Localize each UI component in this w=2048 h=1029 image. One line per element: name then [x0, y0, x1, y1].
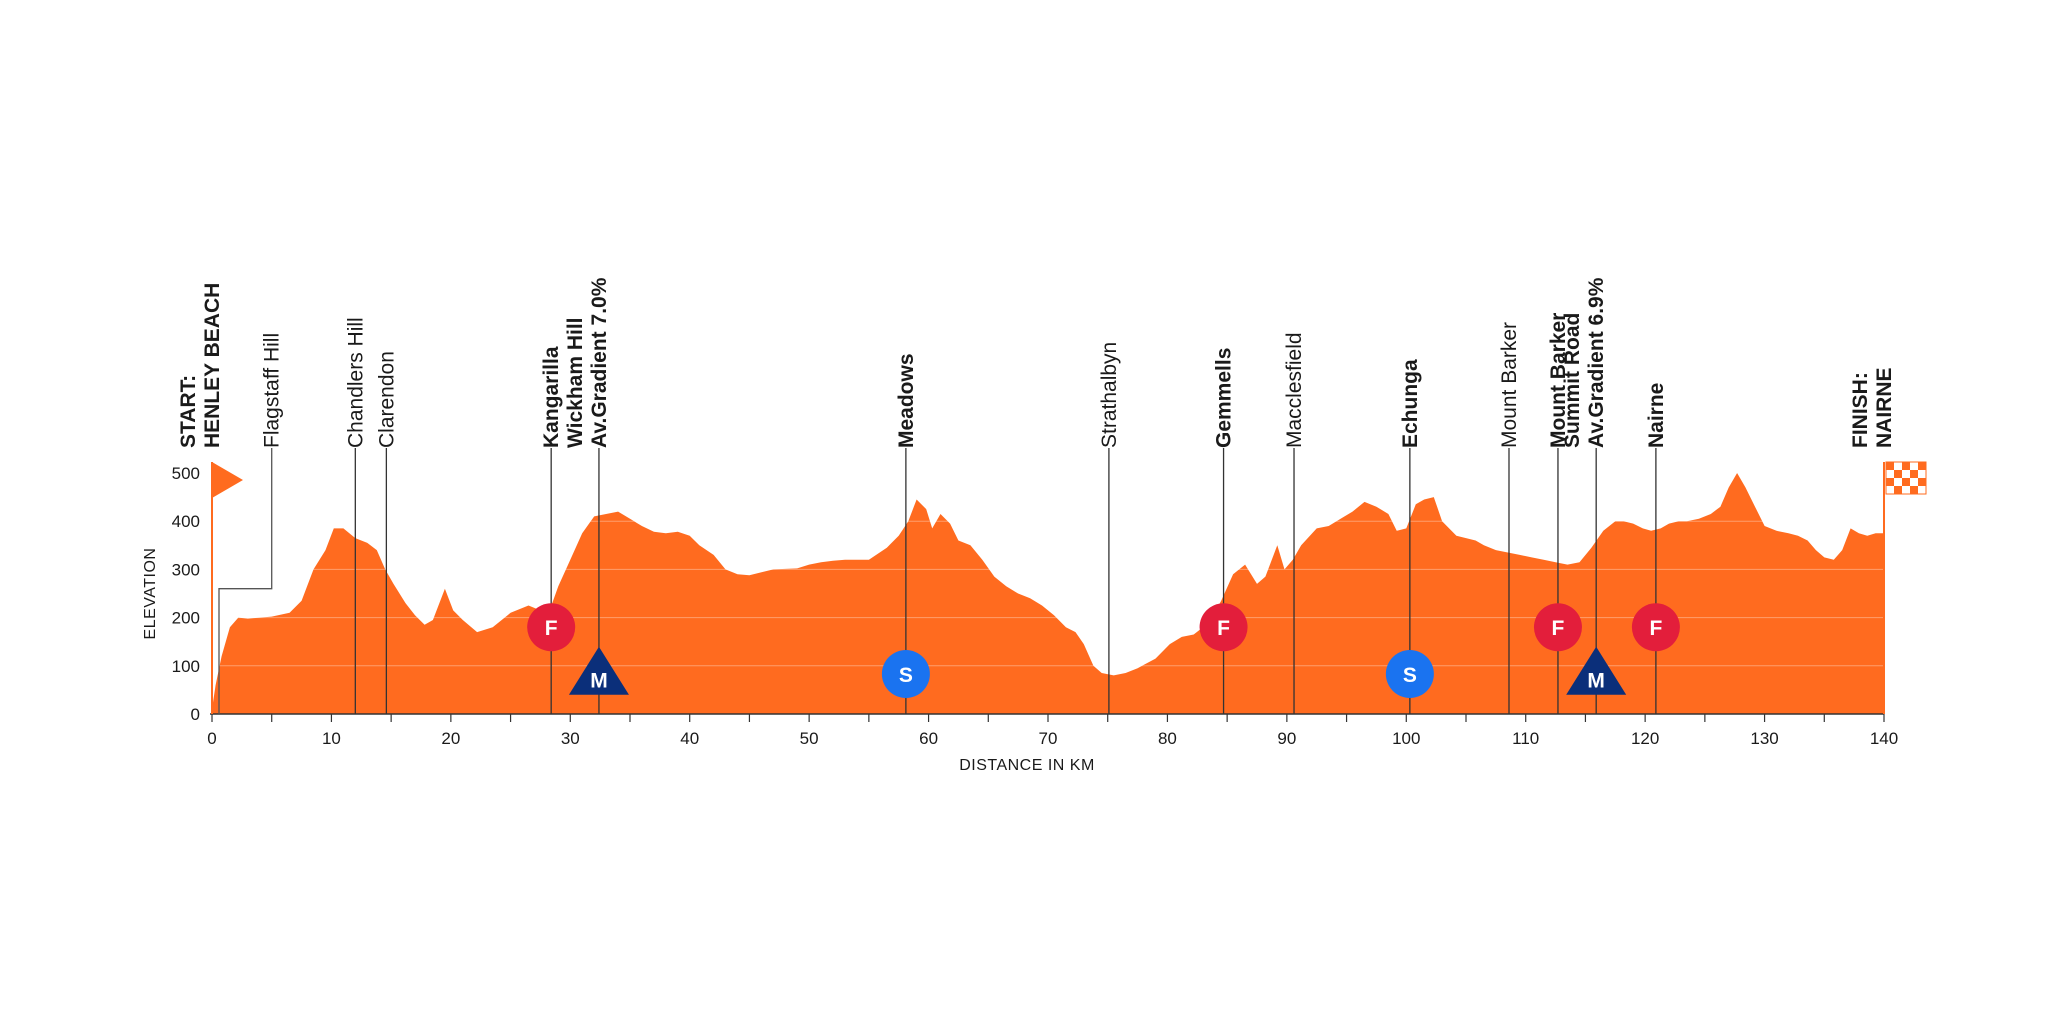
place-label: Meadows	[895, 353, 918, 448]
feed-zone-marker-icon	[1533, 603, 1582, 652]
sprint-marker-icon	[881, 649, 930, 698]
mountain-marker-icon	[1566, 646, 1627, 695]
place-label: Macclesfield	[1283, 332, 1306, 448]
finish-flag-square	[1894, 470, 1902, 478]
y-tick-label: 200	[172, 609, 200, 628]
y-tick-label: 0	[191, 705, 200, 724]
place-label: Mount Barker	[1547, 313, 1570, 448]
x-tick-label: 120	[1631, 729, 1659, 748]
place-label: Nairne	[1645, 383, 1668, 448]
y-tick-label: 100	[172, 657, 200, 676]
x-tick-label: 30	[561, 729, 580, 748]
x-tick-label: 140	[1870, 729, 1898, 748]
place-label: Echunga	[1399, 359, 1422, 448]
place-label: Mount Barker	[1498, 322, 1521, 448]
feed-zone-marker-label: F	[545, 617, 558, 640]
finish-flag-square	[1918, 462, 1926, 470]
place-label: Av.Gradient 7.0%	[588, 277, 611, 448]
place-label: Clarendon	[375, 351, 398, 448]
x-tick-label: 60	[919, 729, 938, 748]
x-tick-label: 90	[1277, 729, 1296, 748]
x-tick-label: 10	[322, 729, 341, 748]
place-label: FINISH:	[1849, 372, 1872, 448]
x-tick-label: 40	[680, 729, 699, 748]
x-tick-label: 0	[207, 729, 216, 748]
finish-flag-square	[1886, 478, 1894, 486]
place-label: Chandlers Hill	[344, 317, 367, 448]
place-label: Kangarilla	[540, 346, 563, 448]
elevation-area	[212, 473, 1884, 714]
feed-zone-marker-label: F	[1217, 617, 1230, 640]
x-tick-label: 110	[1512, 729, 1539, 748]
sprint-marker-label: S	[899, 664, 913, 687]
place-label: Strathalbyn	[1098, 342, 1121, 448]
y-tick-label: 500	[172, 464, 200, 483]
sprint-marker-icon	[1385, 649, 1434, 698]
x-tick-label: 80	[1158, 729, 1177, 748]
place-label: START:	[177, 375, 200, 448]
finish-flag-square	[1902, 462, 1910, 470]
finish-flag-square	[1910, 486, 1918, 494]
place-line	[218, 448, 273, 714]
mountain-marker-icon	[568, 646, 629, 695]
place-label: Av.Gradient 6.9%	[1585, 277, 1608, 448]
place-label: Flagstaff Hill	[261, 333, 284, 448]
x-axis-title: DISTANCE IN KM	[959, 757, 1095, 774]
feed-zone-marker-icon	[527, 603, 576, 652]
feed-zone-marker-icon	[1199, 603, 1248, 652]
mountain-marker-label: M	[590, 670, 608, 693]
place-label: HENLEY BEACH	[201, 283, 224, 448]
finish-flag-square	[1910, 470, 1918, 478]
place-label: Summit Road	[1561, 313, 1584, 448]
sprint-marker-label: S	[1403, 664, 1417, 687]
start-flag-icon	[212, 462, 243, 498]
mountain-marker-label: M	[1587, 670, 1605, 693]
y-axis-title: ELEVATION	[142, 548, 159, 640]
y-tick-label: 300	[172, 560, 200, 579]
place-label: Gemmells	[1213, 348, 1236, 448]
x-tick-label: 70	[1039, 729, 1058, 748]
x-tick-label: 130	[1750, 729, 1778, 748]
x-tick-label: 50	[800, 729, 819, 748]
y-tick-label: 400	[172, 512, 200, 531]
finish-flag-square	[1918, 478, 1926, 486]
place-label: Wickham Hill	[564, 317, 587, 448]
finish-flag-square	[1886, 462, 1894, 470]
x-tick-label: 20	[441, 729, 460, 748]
finish-flag-square	[1902, 478, 1910, 486]
x-tick-label: 100	[1392, 729, 1420, 748]
place-label: NAIRNE	[1873, 367, 1896, 448]
feed-zone-marker-label: F	[1649, 617, 1662, 640]
finish-flag-square	[1894, 486, 1902, 494]
feed-zone-marker-label: F	[1552, 617, 1565, 640]
feed-zone-marker-icon	[1631, 603, 1680, 652]
